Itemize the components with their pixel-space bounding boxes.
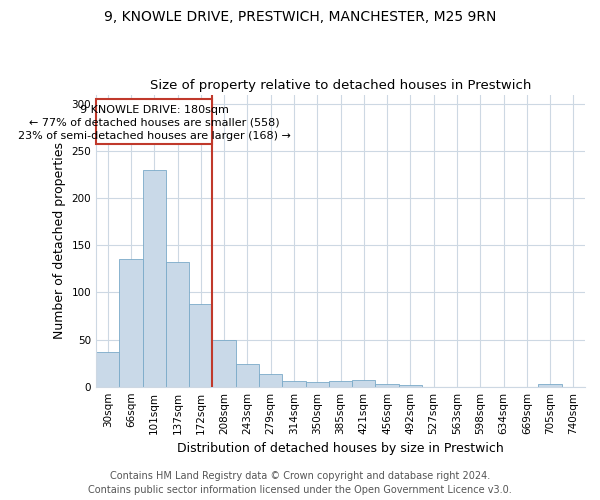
Bar <box>96 352 119 386</box>
Bar <box>212 340 236 386</box>
Bar <box>399 385 422 386</box>
Y-axis label: Number of detached properties: Number of detached properties <box>53 142 66 339</box>
Title: Size of property relative to detached houses in Prestwich: Size of property relative to detached ho… <box>150 79 531 92</box>
Bar <box>166 262 189 386</box>
Bar <box>352 380 376 386</box>
Bar <box>189 304 212 386</box>
Bar <box>143 170 166 386</box>
Bar <box>96 100 212 144</box>
Bar <box>538 384 562 386</box>
Bar <box>376 384 399 386</box>
Text: 9 KNOWLE DRIVE: 180sqm: 9 KNOWLE DRIVE: 180sqm <box>80 105 229 115</box>
Bar <box>283 381 305 386</box>
Bar <box>236 364 259 386</box>
Text: 9, KNOWLE DRIVE, PRESTWICH, MANCHESTER, M25 9RN: 9, KNOWLE DRIVE, PRESTWICH, MANCHESTER, … <box>104 10 496 24</box>
Text: 23% of semi-detached houses are larger (168) →: 23% of semi-detached houses are larger (… <box>18 130 291 140</box>
Bar <box>259 374 283 386</box>
Bar <box>305 382 329 386</box>
X-axis label: Distribution of detached houses by size in Prestwich: Distribution of detached houses by size … <box>177 442 504 455</box>
Bar <box>329 381 352 386</box>
Text: Contains HM Land Registry data © Crown copyright and database right 2024.
Contai: Contains HM Land Registry data © Crown c… <box>88 471 512 495</box>
Text: ← 77% of detached houses are smaller (558): ← 77% of detached houses are smaller (55… <box>29 118 280 128</box>
Bar <box>119 258 143 386</box>
